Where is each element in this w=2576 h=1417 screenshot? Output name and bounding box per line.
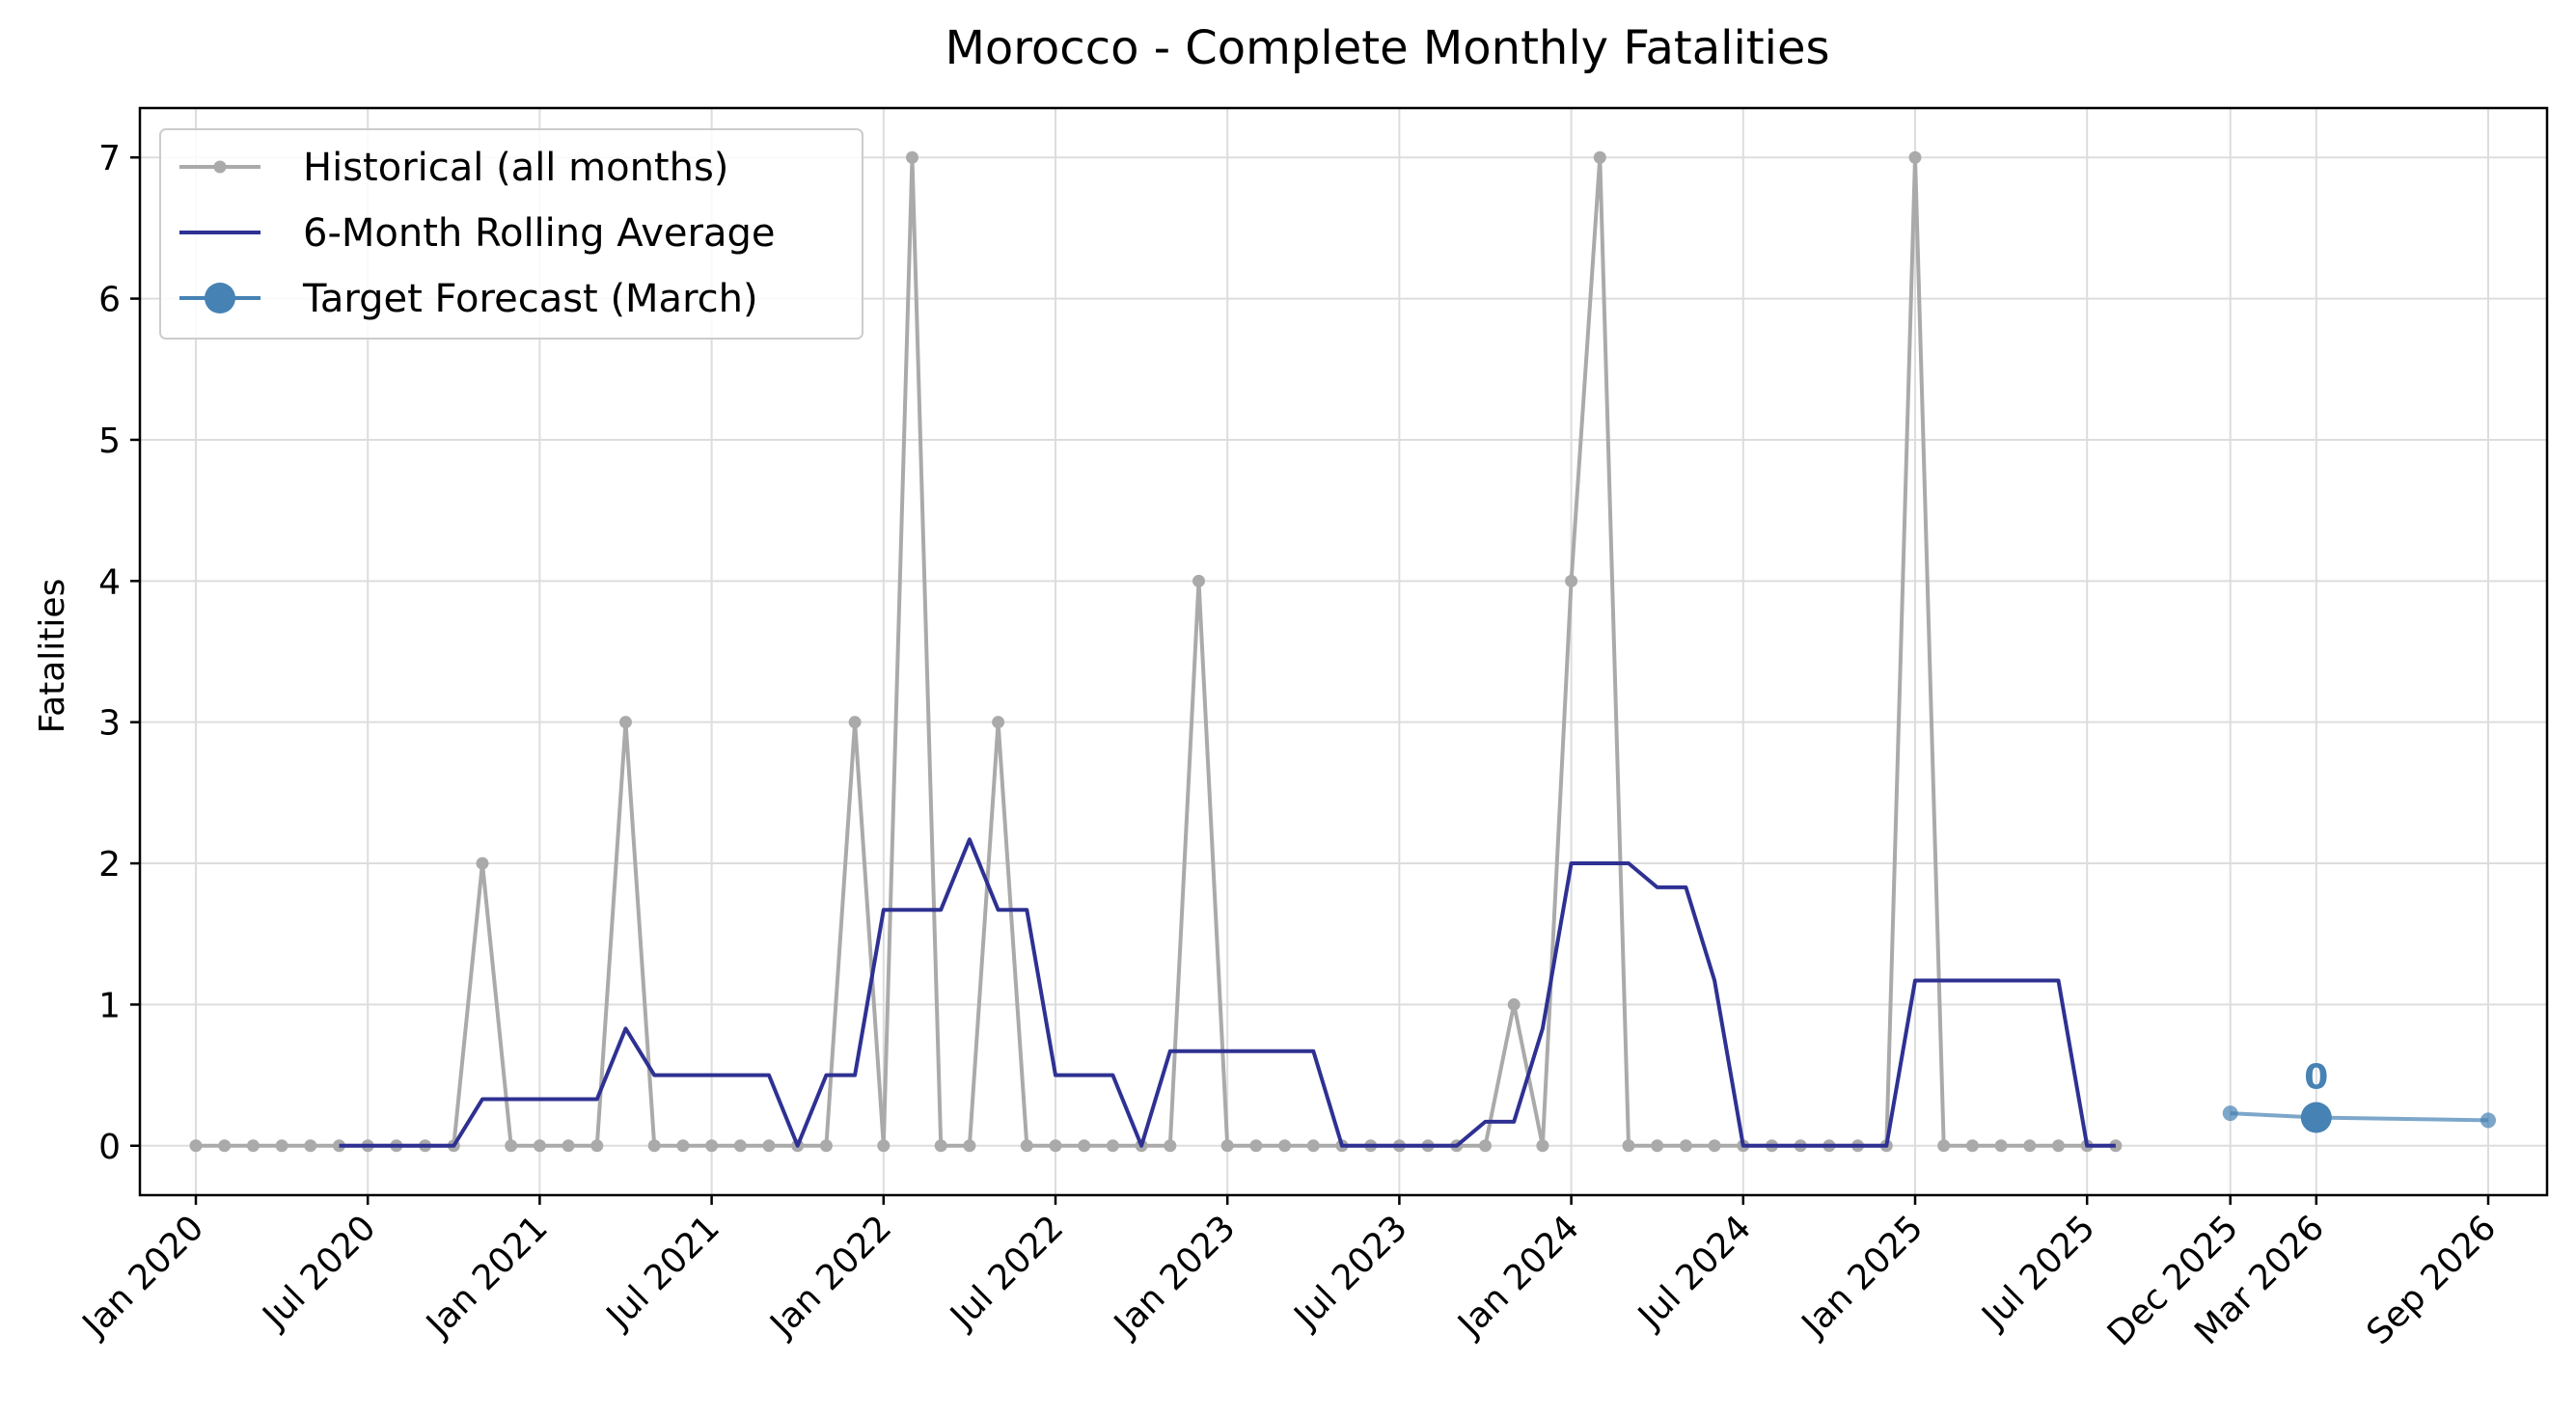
historical-point — [533, 1139, 546, 1153]
legend-label: Target Forecast (March) — [302, 277, 758, 321]
historical-point — [619, 716, 632, 729]
historical-point — [1937, 1139, 1951, 1153]
historical-point — [2023, 1139, 2037, 1153]
x-tick-label: Jul 2022 — [942, 1208, 1071, 1337]
x-tick-label: Jul 2023 — [1286, 1208, 1415, 1337]
historical-point — [963, 1139, 976, 1153]
x-tick-label: Jan 2022 — [762, 1208, 900, 1346]
historical-point — [562, 1139, 575, 1153]
historical-point — [848, 716, 862, 729]
historical-point — [676, 1139, 690, 1153]
legend-label: Historical (all months) — [303, 146, 728, 190]
y-tick-label: 4 — [98, 562, 121, 602]
historical-point — [2052, 1139, 2065, 1153]
historical-point — [1479, 1139, 1492, 1153]
historical-point — [590, 1139, 604, 1153]
historical-point — [1278, 1139, 1292, 1153]
x-tick-label: Jan 2021 — [418, 1208, 556, 1346]
historical-point — [1708, 1139, 1721, 1153]
historical-point — [1220, 1139, 1234, 1153]
historical-point — [1679, 1139, 1692, 1153]
x-tick-label: Jul 2021 — [598, 1208, 727, 1337]
historical-point — [1192, 574, 1205, 587]
historical-point — [304, 1139, 317, 1153]
x-tick-label: Sep 2026 — [2360, 1208, 2505, 1352]
forecast-line — [2230, 1111, 2489, 1123]
historical-point — [733, 1139, 747, 1153]
historical-point — [1536, 1139, 1549, 1153]
historical-point — [218, 1139, 232, 1153]
target-forecast-label: 0 — [2304, 1058, 2328, 1098]
x-tick-label: Jan 2023 — [1106, 1208, 1244, 1346]
legend: Historical (all months) 6-Month Rolling A… — [159, 128, 863, 340]
historical-point — [1622, 1139, 1635, 1153]
forecast-point — [2222, 1105, 2238, 1122]
historical-point — [1507, 997, 1521, 1011]
plot-frame — [138, 106, 2549, 1197]
historical-point — [1565, 574, 1578, 587]
historical-point — [1994, 1139, 2008, 1153]
y-axis: 0 1 2 3 4 5 6 7 — [98, 139, 140, 1167]
x-tick-label: Jan 2020 — [74, 1208, 212, 1346]
x-tick-label: Jul 2024 — [1630, 1208, 1759, 1337]
x-tick-label: Jul 2025 — [1974, 1208, 2103, 1337]
historical-point — [1049, 1139, 1062, 1153]
y-tick-label: 2 — [98, 845, 121, 885]
x-tick-label: Jan 2025 — [1794, 1208, 1932, 1346]
y-tick-label: 5 — [98, 422, 121, 461]
historical-point — [1020, 1139, 1033, 1153]
y-tick-label: 7 — [98, 139, 121, 178]
target-forecast-point — [2300, 1102, 2332, 1133]
legend-box — [159, 128, 863, 340]
historical-point — [1078, 1139, 1091, 1153]
historical-point — [189, 1139, 203, 1153]
forecast-point — [2480, 1112, 2496, 1129]
historical-point — [906, 150, 918, 164]
historical-point — [819, 1139, 833, 1153]
historical-point — [1249, 1139, 1263, 1153]
historical-point — [1593, 150, 1606, 164]
y-tick-label: 3 — [98, 704, 121, 744]
rolling-average-line — [339, 837, 2116, 1148]
historical-point — [246, 1139, 260, 1153]
y-tick-label: 1 — [98, 986, 121, 1025]
x-tick-label: Jan 2024 — [1449, 1208, 1587, 1346]
historical-point — [1306, 1139, 1320, 1153]
y-tick-label: 0 — [98, 1128, 121, 1167]
historical-point — [1106, 1139, 1119, 1153]
historical-point — [762, 1139, 776, 1153]
x-tick-label: Jul 2020 — [255, 1208, 384, 1337]
historical-point — [275, 1139, 288, 1153]
legend-swatch-marker — [205, 283, 235, 313]
chart-title: Morocco - Complete Monthly Fatalities — [945, 21, 1829, 75]
historical-point — [934, 1139, 947, 1153]
plot-series: 0 — [189, 150, 2496, 1153]
legend-swatch-marker — [213, 160, 227, 174]
historical-point — [647, 1139, 661, 1153]
y-tick-label: 6 — [98, 281, 121, 320]
historical-point — [992, 716, 1005, 729]
historical-point — [1965, 1139, 1979, 1153]
historical-point — [505, 1139, 518, 1153]
historical-point — [1651, 1139, 1664, 1153]
historical-point — [1164, 1139, 1177, 1153]
legend-label: 6-Month Rolling Average — [303, 211, 776, 256]
historical-point — [476, 857, 489, 870]
x-axis: Jan 2020 Jul 2020 Jan 2021 Jul 2021 Jan 2022… — [74, 1195, 2505, 1354]
historical-point — [705, 1139, 719, 1153]
y-axis-label: Fatalities — [33, 579, 72, 734]
historical-point — [877, 1139, 891, 1153]
historical-point — [1908, 150, 1922, 164]
